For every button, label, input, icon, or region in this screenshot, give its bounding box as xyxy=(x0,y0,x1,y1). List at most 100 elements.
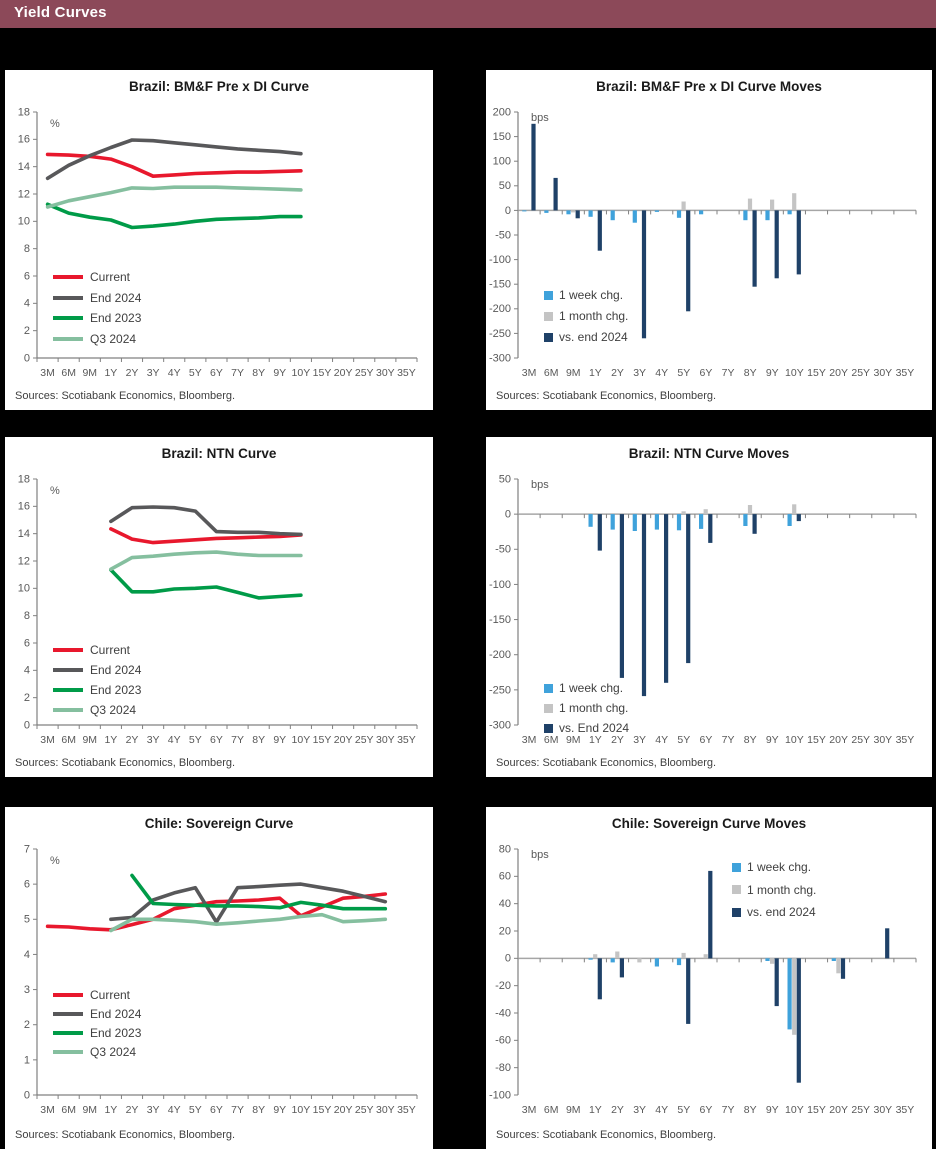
bar xyxy=(699,210,704,215)
legend-label: Q3 2024 xyxy=(90,332,137,347)
series-bars-1-week-chg xyxy=(588,514,792,531)
x-tick-label: 1Y xyxy=(589,367,602,379)
y-tick-label: 150 xyxy=(493,131,511,143)
legend-label: Q3 2024 xyxy=(90,1045,137,1059)
y-tick-label: -100 xyxy=(489,579,511,591)
x-tick-label: 25Y xyxy=(355,734,374,746)
legend-label: 1 month chg. xyxy=(559,701,629,715)
bar xyxy=(787,958,792,1030)
series-bars-vs-end-2024 xyxy=(531,123,801,339)
bar xyxy=(619,514,624,678)
legend-item-end-2024: End 2024 xyxy=(53,1007,141,1021)
x-tick-label: 20Y xyxy=(829,367,848,379)
x-tick-label: 10Y xyxy=(292,1104,311,1116)
bar xyxy=(708,514,713,543)
y-tick-label: 6 xyxy=(24,270,30,282)
legend-label: vs. End 2024 xyxy=(559,721,630,735)
x-tick-label: 3Y xyxy=(147,1104,160,1116)
x-tick-label: 15Y xyxy=(807,1104,826,1116)
legend-label: Current xyxy=(90,270,131,284)
legend-item-q3-2024: Q3 2024 xyxy=(53,703,136,717)
bar xyxy=(632,514,637,531)
x-tick-label: 15Y xyxy=(807,367,826,379)
x-tick-label: 25Y xyxy=(355,367,374,379)
bar xyxy=(588,514,593,527)
x-tick-label: 30Y xyxy=(376,1104,395,1116)
series-line-end-2024 xyxy=(109,505,303,537)
bar xyxy=(610,958,615,963)
series-bars-vs-end-2024 xyxy=(597,514,801,697)
series-bars-1-week-chg xyxy=(588,958,836,1030)
y-tick-label: 100 xyxy=(493,156,511,168)
chart-panel-chile-sovereign-curve-moves: Chile: Sovereign Curve Moves Sources: Sc… xyxy=(486,807,932,1149)
x-tick-label: 15Y xyxy=(807,734,826,746)
series-line-q3-2024 xyxy=(109,550,303,571)
x-tick-label: 9M xyxy=(566,367,581,379)
y-tick-label: 80 xyxy=(499,843,511,855)
unit-label: bps xyxy=(531,479,549,491)
bar xyxy=(770,199,775,211)
bar xyxy=(544,210,549,213)
x-tick-label: 1Y xyxy=(104,1104,117,1116)
legend-swatch-1-week-chg xyxy=(732,862,741,872)
x-tick-label: 25Y xyxy=(355,1104,374,1116)
x-tick-label: 20Y xyxy=(334,734,353,746)
y-tick-label: -20 xyxy=(495,980,511,992)
y-tick-label: 0 xyxy=(24,719,30,731)
bar xyxy=(796,958,801,1083)
bar xyxy=(836,958,841,974)
y-tick-label: 2 xyxy=(24,692,30,704)
series-line-q3-2024 xyxy=(109,912,388,933)
legend-item-end-2023: End 2023 xyxy=(53,683,141,697)
y-tick-label: -40 xyxy=(495,1007,511,1019)
series-line-current xyxy=(45,892,388,932)
y-tick-label: 0 xyxy=(505,509,511,521)
x-tick-label: 5Y xyxy=(677,367,690,379)
y-tick-label: -50 xyxy=(495,229,511,241)
x-tick-label: 35Y xyxy=(896,367,915,379)
x-tick-label: 1Y xyxy=(104,367,117,379)
x-tick-label: 10Y xyxy=(785,734,804,746)
bar xyxy=(676,514,682,531)
legend-swatch-vs-end-2024 xyxy=(544,723,553,733)
x-tick-label: 7Y xyxy=(722,367,735,379)
series-line-end-2024 xyxy=(109,882,388,924)
x-tick-label: 10Y xyxy=(785,367,804,379)
legend-label: Q3 2024 xyxy=(90,703,137,717)
series-line-current xyxy=(109,527,303,545)
y-tick-label: -150 xyxy=(489,614,511,626)
x-tick-label: 8Y xyxy=(252,734,265,746)
legend-swatch-current xyxy=(53,275,83,279)
legend-swatch-q3-2024 xyxy=(53,337,83,342)
y-tick-label: 50 xyxy=(499,180,511,192)
chart-title: Brazil: NTN Curve Moves xyxy=(628,446,790,461)
legend-swatch-q3-2024 xyxy=(53,1050,83,1054)
x-tick-label: 35Y xyxy=(397,367,416,379)
x-tick-label: 9Y xyxy=(273,1104,286,1116)
x-tick-label: 15Y xyxy=(313,734,332,746)
x-tick-label: 3Y xyxy=(147,734,160,746)
x-tick-label: 30Y xyxy=(376,367,395,379)
bar xyxy=(654,514,659,530)
chart-panel-ntn-curve: Brazil: NTN Curve Sources: Scotiabank Ec… xyxy=(5,437,433,777)
legend-label: Current xyxy=(90,643,131,657)
x-tick-label: 3M xyxy=(40,367,55,379)
bar xyxy=(774,210,779,279)
bar xyxy=(796,514,801,522)
page-title: Yield Curves xyxy=(14,4,107,21)
x-tick-label: 2Y xyxy=(126,1104,139,1116)
sources-label: Sources: Scotiabank Economics, Bloomberg… xyxy=(15,390,236,402)
bar xyxy=(681,201,686,211)
chart-panel-bmf-curve: Brazil: BM&F Pre x DI Curve Sources: Sco… xyxy=(5,70,433,410)
x-tick-label: 35Y xyxy=(896,734,915,746)
x-tick-label: 35Y xyxy=(397,734,416,746)
y-tick-label: 8 xyxy=(24,610,30,622)
legend-label: 1 week chg. xyxy=(747,860,812,874)
y-tick-label: -200 xyxy=(489,649,511,661)
bar xyxy=(770,958,775,964)
y-tick-label: 1 xyxy=(24,1054,30,1066)
x-tick-label: 3M xyxy=(40,734,55,746)
x-tick-label: 4Y xyxy=(655,734,668,746)
x-tick-label: 30Y xyxy=(376,734,395,746)
y-tick-label: 7 xyxy=(24,843,30,855)
